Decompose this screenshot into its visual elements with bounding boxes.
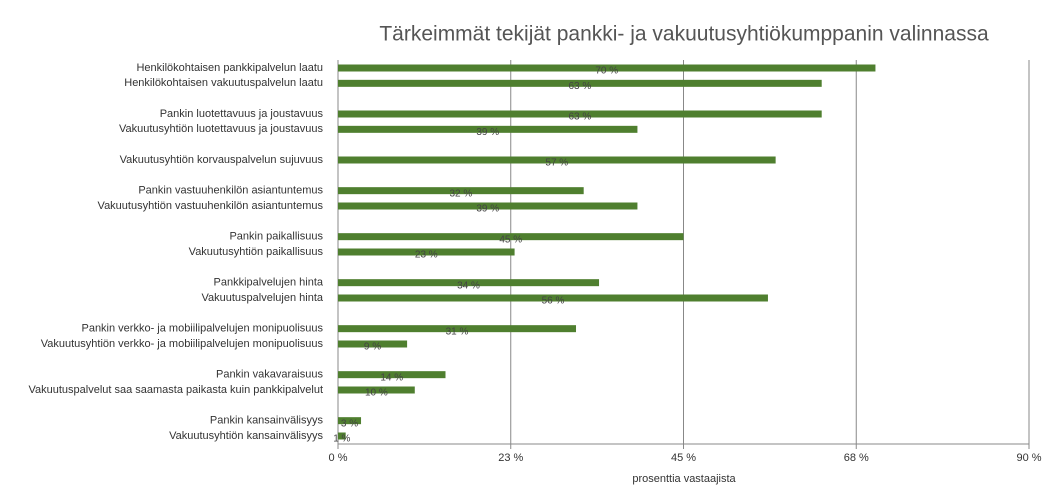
bar	[338, 156, 776, 164]
data-label: 10 %	[365, 388, 388, 399]
y-tick-label: Vakuutuspalvelut saa saamasta paikasta k…	[28, 384, 323, 396]
data-label: 9 %	[364, 342, 381, 353]
bar	[338, 325, 577, 333]
data-label: 45 %	[499, 234, 522, 245]
y-tick-label: Vakuutusyhtiön korvauspalvelun sujuvuus	[120, 154, 324, 166]
y-tick-label: Vakuutusyhtiön vastuuhenkilön asiantunte…	[98, 200, 324, 212]
y-tick-label: Vakuutuspalvelujen hinta	[202, 292, 324, 304]
bar	[338, 248, 515, 256]
data-label: 23 %	[415, 250, 438, 261]
bar	[338, 417, 362, 425]
bar	[338, 371, 446, 379]
y-tick-label: Pankin vakavaraisuus	[216, 369, 324, 381]
x-axis-label: prosenttia vastaajista	[632, 473, 736, 485]
data-label: 39 %	[476, 127, 499, 138]
data-label: 3 %	[341, 418, 358, 429]
y-tick-label: Pankin kansainvälisyys	[210, 415, 324, 427]
data-label: 31 %	[446, 326, 469, 337]
chart-title: Tärkeimmät tekijät pankki- ja vakuutusyh…	[379, 23, 989, 46]
data-label: 63 %	[568, 81, 591, 92]
y-tick-label: Vakuutusyhtiön paikallisuus	[189, 246, 324, 258]
data-label: 34 %	[457, 280, 480, 291]
x-tick-label: 23 %	[498, 452, 523, 464]
bar	[338, 79, 822, 87]
bar	[338, 340, 408, 348]
y-tick-label: Pankin vastuuhenkilön asiantuntemus	[138, 185, 323, 197]
x-tick-label: 90 %	[1016, 452, 1041, 464]
data-label: 14 %	[380, 372, 403, 383]
bar	[338, 432, 346, 440]
y-tick-label: Pankkipalvelujen hinta	[214, 277, 324, 289]
y-tick-label: Henkilökohtaisen vakuutuspalvelun laatu	[124, 77, 323, 89]
bar	[338, 125, 638, 133]
data-label: 56 %	[542, 296, 565, 307]
y-tick-label: Pankin paikallisuus	[229, 231, 323, 243]
bar	[338, 187, 584, 195]
bar	[338, 279, 600, 287]
data-label: 57 %	[545, 158, 568, 169]
bar	[338, 64, 876, 72]
data-label: 70 %	[595, 66, 618, 77]
data-label: 63 %	[568, 112, 591, 123]
bar	[338, 110, 822, 118]
data-label: 32 %	[449, 188, 472, 199]
bar	[338, 294, 768, 302]
x-tick-label: 45 %	[671, 452, 696, 464]
x-tick-label: 68 %	[844, 452, 869, 464]
data-label: 39 %	[476, 204, 499, 215]
data-label: 1 %	[333, 434, 350, 445]
y-tick-label: Vakuutusyhtiön kansainvälisyys	[169, 430, 323, 442]
y-tick-label: Vakuutusyhtiön luotettavuus ja joustavuu…	[119, 123, 324, 135]
y-tick-label: Henkilökohtaisen pankkipalvelun laatu	[136, 62, 323, 74]
x-tick-label: 0 %	[329, 452, 348, 464]
bar	[338, 233, 684, 241]
y-tick-label: Vakuutusyhtiön verkko- ja mobiilipalvelu…	[41, 338, 324, 350]
y-tick-label: Pankin verkko- ja mobiilipalvelujen moni…	[81, 323, 323, 335]
y-tick-label: Pankin luotettavuus ja joustavuus	[160, 108, 324, 120]
bar	[338, 386, 415, 394]
bar	[338, 202, 638, 210]
